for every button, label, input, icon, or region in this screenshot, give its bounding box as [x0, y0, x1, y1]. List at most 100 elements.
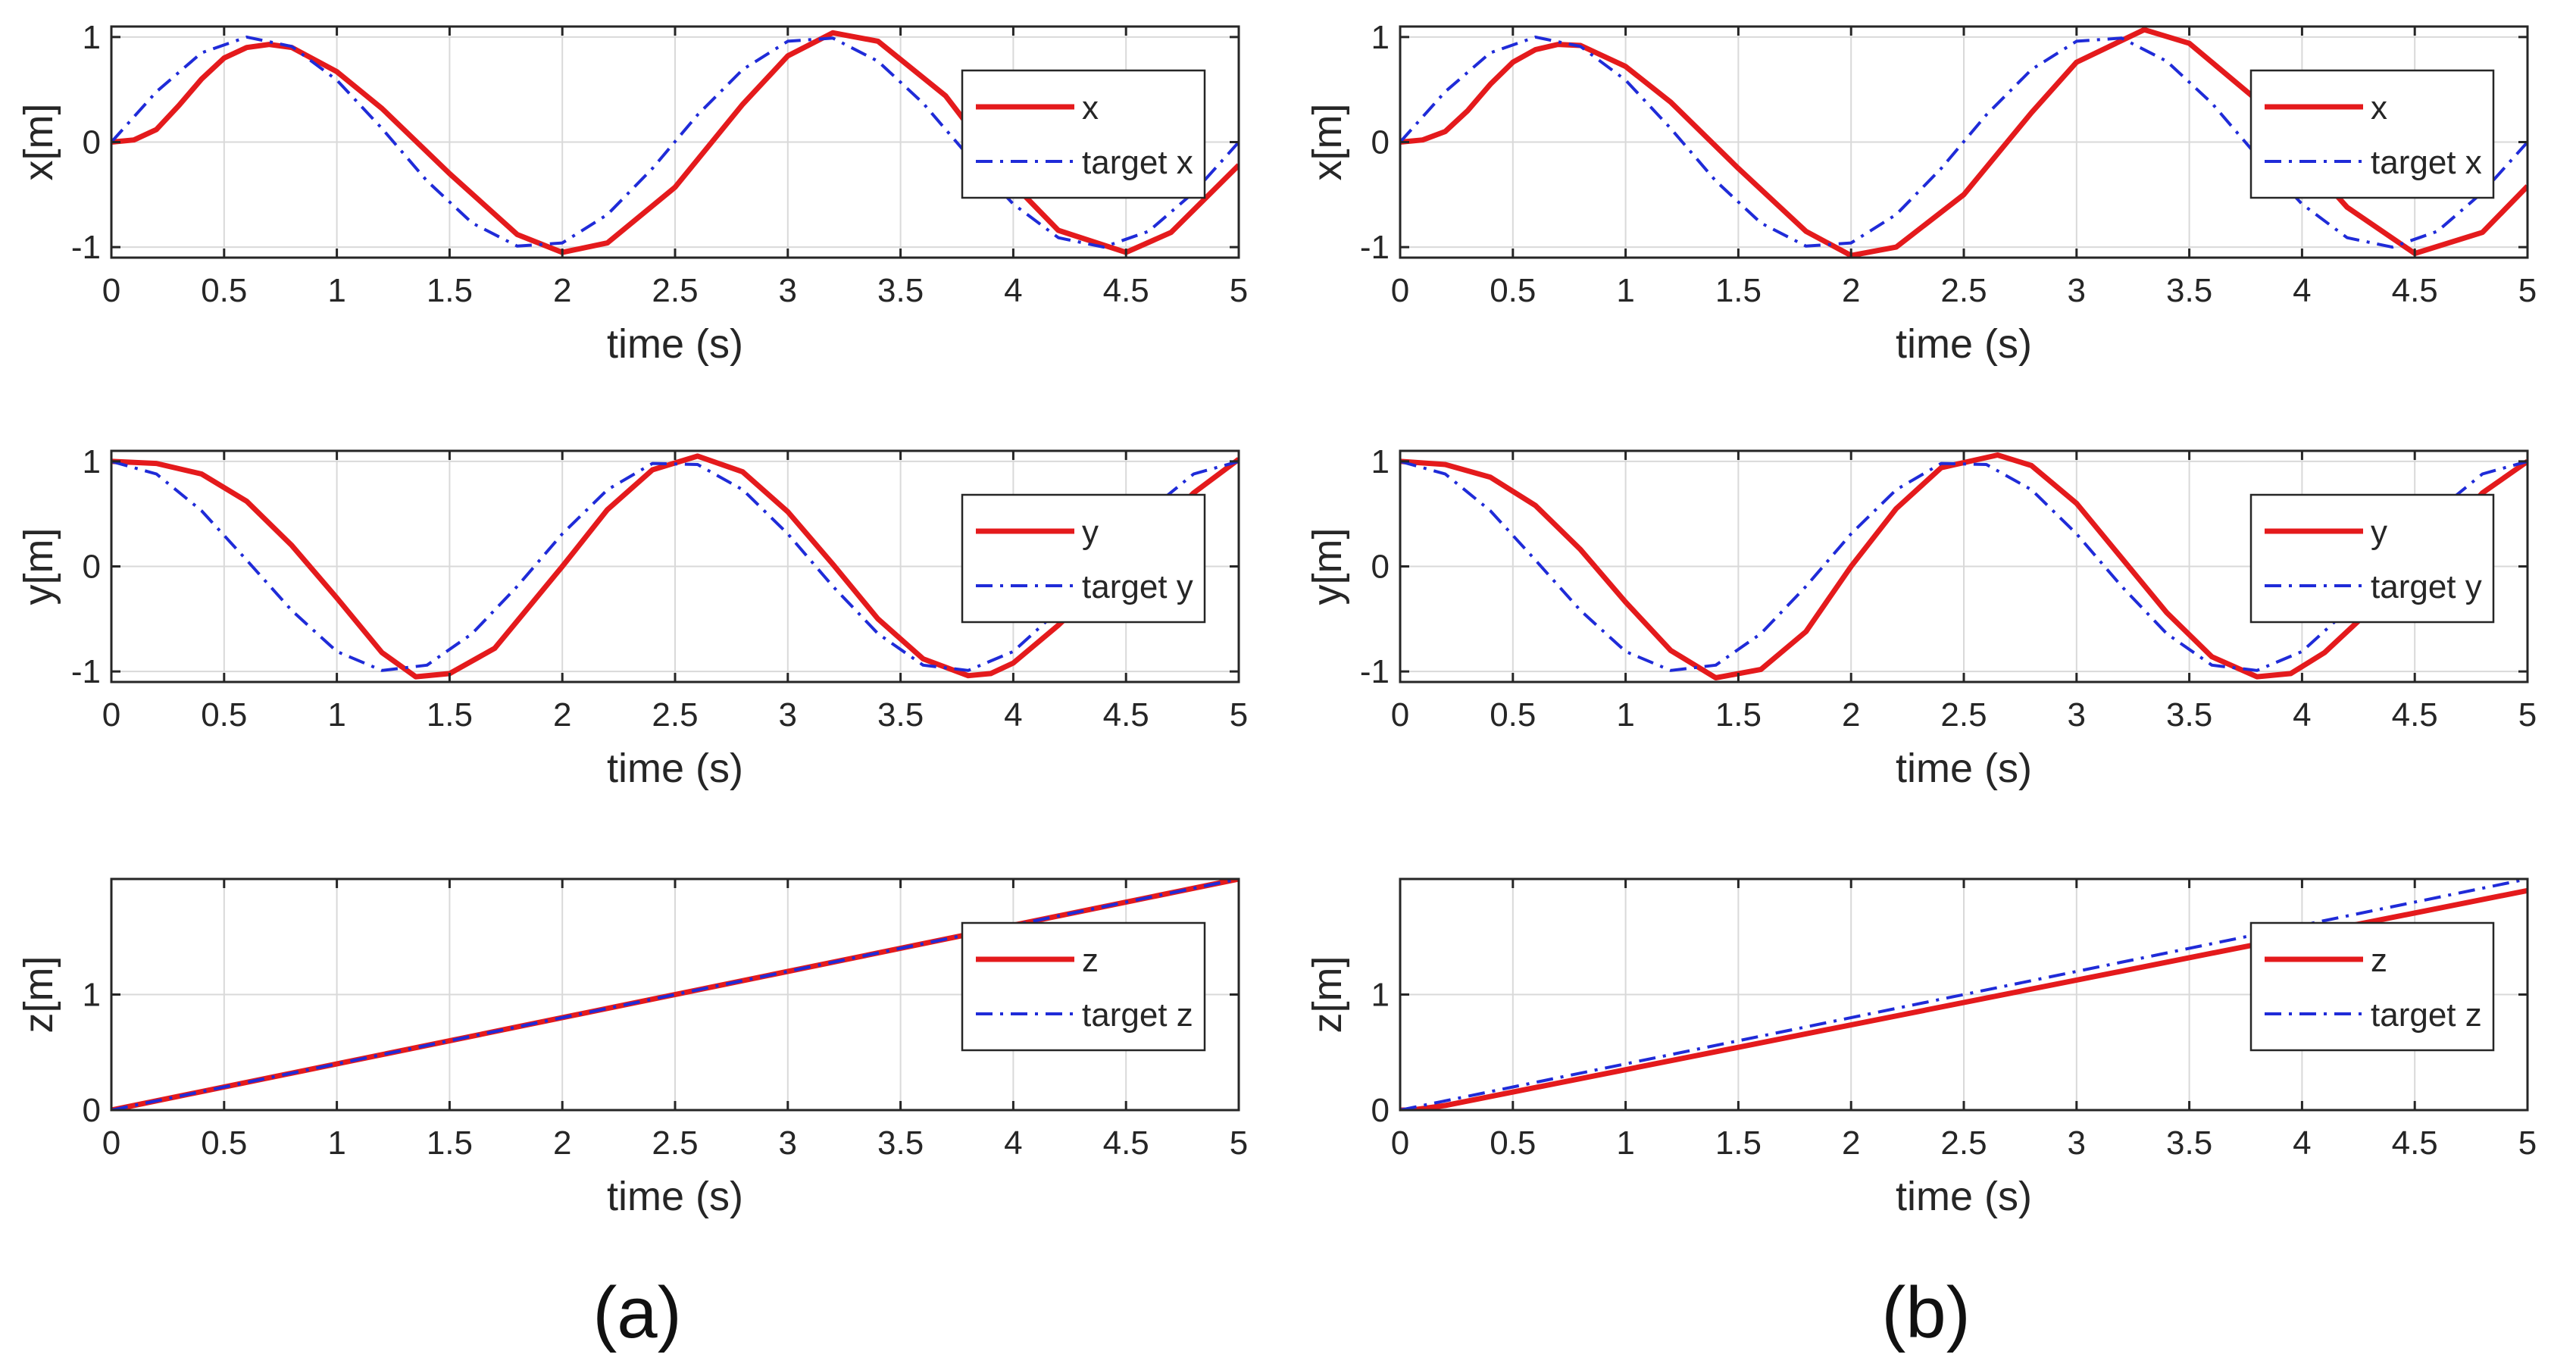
legend-box: [2249, 69, 2495, 199]
x-tick-label: 3: [2068, 272, 2086, 309]
x-tick-label: 4: [1004, 1124, 1022, 1162]
y-tick-label: -1: [71, 653, 101, 690]
legend: z target z: [2249, 921, 2495, 1052]
y-tick-label: 1: [83, 19, 101, 56]
legend-box: [2249, 921, 2495, 1052]
legend: z target z: [961, 921, 1206, 1052]
x-tick-label: 1: [1616, 1124, 1634, 1162]
x-tick-label: 3: [779, 1124, 797, 1162]
x-tick-label: 1.5: [427, 1124, 473, 1162]
x-tick-label: 2: [1842, 272, 1860, 309]
x-tick-label: 1.5: [1715, 272, 1762, 309]
x-tick-label: 2.5: [652, 696, 698, 733]
legend-box: [961, 69, 1206, 199]
x-tick-label: 2: [1842, 1124, 1860, 1162]
x-tick-label: 0: [1391, 1124, 1409, 1162]
x-tick-label: 3.5: [2166, 272, 2212, 309]
x-tick-label: 1: [1616, 272, 1634, 309]
x-tick-label: 4.5: [2392, 1124, 2438, 1162]
legend-label: x: [2371, 89, 2387, 127]
x-tick-label: 0: [102, 696, 120, 733]
x-tick-label: 1.5: [427, 272, 473, 309]
y-tick-label: 1: [1371, 977, 1390, 1014]
y-tick-label: 0: [1371, 549, 1390, 586]
x-tick-label: 2: [1842, 696, 1860, 733]
legend-label: x: [1082, 89, 1099, 127]
x-tick-label: 2: [553, 696, 571, 733]
legend-box: [961, 493, 1206, 624]
x-tick-label: 2.5: [1940, 696, 1987, 733]
legend-label: target y: [1082, 568, 1193, 605]
x-tick-label: 3.5: [877, 272, 924, 309]
subplot-a-zm: 0 0.5 1 1.5 2 2.5 3 3.5 4 4.5 5 0 1 time (s) z[m] z targ…: [16, 877, 1248, 1219]
x-tick-label: 3.5: [877, 696, 924, 733]
y-tick-label: 0: [1371, 124, 1390, 161]
x-tick-label: 4.5: [2392, 272, 2438, 309]
legend-label: target z: [1082, 996, 1193, 1034]
x-tick-label: 4.5: [1103, 1124, 1149, 1162]
x-tick-label: 5: [1230, 696, 1248, 733]
x-axis-label: time (s): [607, 746, 743, 791]
y-tick-label: 1: [1371, 443, 1390, 480]
x-tick-label: 1: [327, 272, 345, 309]
series-line-actual: [1400, 887, 2528, 1110]
x-tick-label: 1.5: [1715, 696, 1762, 733]
x-tick-label: 0.5: [1490, 272, 1536, 309]
x-tick-label: 3: [779, 272, 797, 309]
legend: x target x: [961, 69, 1206, 199]
y-tick-label: 1: [83, 977, 101, 1014]
x-tick-label: 3: [779, 696, 797, 733]
legend: x target x: [2249, 69, 2495, 199]
y-tick-label: 1: [1371, 19, 1390, 56]
x-tick-label: 5: [1230, 1124, 1248, 1162]
x-tick-label: 3: [2068, 696, 2086, 733]
y-axis-label: z[m]: [16, 956, 61, 1034]
x-tick-label: 3.5: [877, 1124, 924, 1162]
x-tick-label: 0.5: [1490, 696, 1536, 733]
x-tick-label: 1.5: [1715, 1124, 1762, 1162]
y-tick-label: 0: [1371, 1092, 1390, 1129]
y-axis-label: y[m]: [16, 528, 61, 605]
y-axis-label: y[m]: [1305, 528, 1350, 605]
x-tick-label: 5: [2518, 1124, 2537, 1162]
x-tick-label: 4.5: [2392, 696, 2438, 733]
legend: y target y: [961, 493, 1206, 624]
x-tick-label: 0.5: [201, 272, 247, 309]
y-tick-label: 0: [83, 1092, 101, 1129]
series-line-actual: [1400, 452, 2528, 680]
x-tick-label: 3.5: [2166, 696, 2212, 733]
series-line-target: [111, 35, 1239, 249]
x-tick-label: 1: [1616, 696, 1634, 733]
x-tick-label: 5: [1230, 272, 1248, 309]
y-tick-label: 0: [83, 549, 101, 586]
x-tick-label: 0: [102, 1124, 120, 1162]
x-tick-label: 4: [2293, 696, 2311, 733]
x-tick-label: 0: [102, 272, 120, 309]
legend-label: target x: [1082, 144, 1193, 181]
legend-label: target z: [2371, 996, 2482, 1034]
x-tick-label: 2.5: [652, 1124, 698, 1162]
y-tick-label: -1: [71, 229, 101, 266]
x-axis-label: time (s): [1896, 1174, 2032, 1219]
y-tick-label: -1: [1360, 229, 1390, 266]
y-axis-label: z[m]: [1305, 956, 1350, 1034]
x-tick-label: 4: [2293, 272, 2311, 309]
x-tick-label: 0: [1391, 696, 1409, 733]
legend-label: target x: [2371, 144, 2482, 181]
x-tick-label: 3: [2068, 1124, 2086, 1162]
legend-label: y: [2371, 514, 2387, 551]
subplot-b-zm: 0 0.5 1 1.5 2 2.5 3 3.5 4 4.5 5 0 1 time (s) z[m] z targ…: [1305, 877, 2537, 1219]
legend-label: z: [2371, 942, 2387, 979]
x-tick-label: 4: [1004, 696, 1022, 733]
x-tick-label: 4: [2293, 1124, 2311, 1162]
x-tick-label: 4.5: [1103, 272, 1149, 309]
x-tick-label: 2: [553, 272, 571, 309]
y-axis-label: x[m]: [16, 104, 61, 181]
x-tick-label: 2.5: [1940, 1124, 1987, 1162]
y-axis-label: x[m]: [1305, 104, 1350, 181]
legend-box: [2249, 493, 2495, 624]
